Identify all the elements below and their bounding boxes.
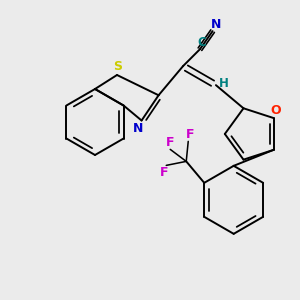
Text: O: O	[270, 103, 281, 117]
Text: F: F	[160, 166, 169, 179]
Text: H: H	[219, 76, 229, 90]
Text: C: C	[198, 36, 206, 49]
Text: N: N	[210, 18, 221, 31]
Text: F: F	[166, 136, 175, 149]
Text: F: F	[186, 128, 194, 141]
Text: S: S	[113, 61, 122, 74]
Text: N: N	[132, 122, 143, 135]
